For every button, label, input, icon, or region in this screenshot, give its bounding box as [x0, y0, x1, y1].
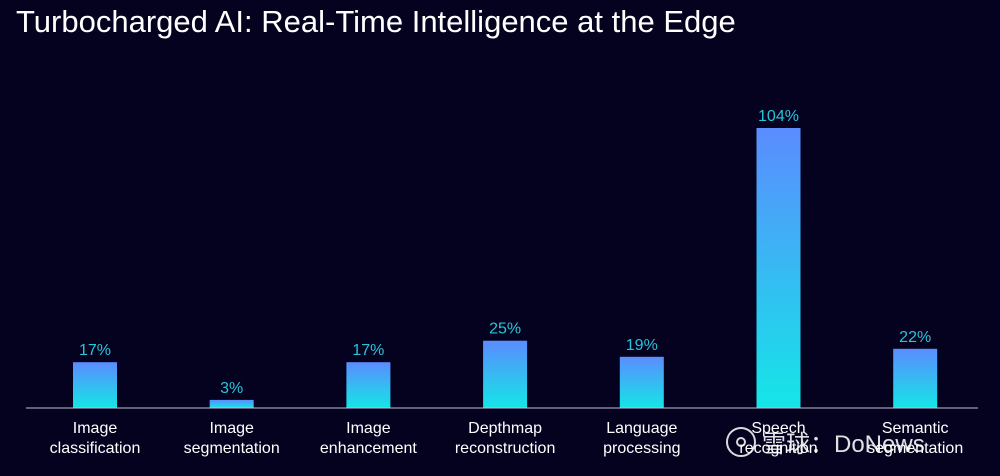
watermark-logo-icon	[726, 426, 756, 457]
category-label: Image classification	[49, 420, 141, 457]
bar	[73, 362, 117, 408]
watermark: 雪球：DoNews	[726, 424, 925, 459]
bar	[893, 348, 938, 408]
category-label: Image enhancement	[319, 420, 417, 457]
bar	[756, 128, 801, 408]
bar	[209, 399, 254, 408]
category-label: Image segmentation	[183, 420, 280, 457]
bar-value-label: 19%	[626, 337, 658, 354]
bar-value-label: 25%	[489, 321, 521, 338]
bar-value-label: 17%	[352, 342, 384, 359]
bar-value-label: 17%	[79, 342, 111, 359]
category-label: Semantic segmentation	[867, 420, 964, 457]
watermark-text: 雪球：DoNews	[762, 431, 925, 458]
bar	[483, 340, 528, 408]
category-label: Speech recognition	[739, 420, 818, 457]
category-label: Depthmap reconstruction	[454, 420, 556, 457]
bar-value-label: 104%	[758, 108, 799, 125]
bar-value-label: 22%	[899, 329, 931, 346]
bar	[346, 362, 391, 408]
category-label: Language processing	[603, 420, 681, 457]
bar-value-label: 3%	[220, 380, 243, 397]
bar	[619, 356, 664, 408]
page-title: Turbocharged AI: Real-Time Intelligence …	[16, 4, 736, 39]
